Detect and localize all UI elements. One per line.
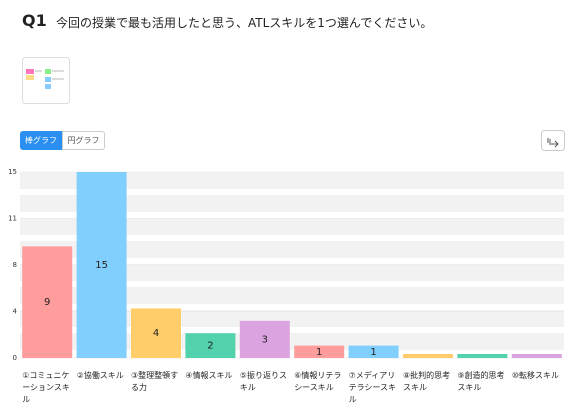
x-tick-label: ⑤振り返りスキル <box>239 371 287 392</box>
bar <box>76 172 127 358</box>
value-label: 2 <box>207 341 213 352</box>
stripe <box>20 218 564 235</box>
y-tick-label: 15 <box>8 168 17 176</box>
x-tick-label: ①コミュニケーションスキル <box>22 371 70 404</box>
y-tick-label: 11 <box>8 215 17 223</box>
stripe <box>20 241 564 258</box>
bar <box>131 308 181 358</box>
x-tick-label: ⑦メディアリテラシースキル <box>348 371 397 404</box>
question-number: Q1 <box>22 11 47 30</box>
bar <box>22 246 73 358</box>
value-label: 15 <box>95 260 108 271</box>
x-tick-label: ⑩転移スキル <box>511 371 559 380</box>
bar <box>294 345 345 358</box>
stripe <box>20 287 564 304</box>
bar <box>403 354 453 358</box>
value-label: 4 <box>153 328 159 339</box>
value-label: 1 <box>370 347 376 358</box>
stripe <box>20 264 564 281</box>
bar <box>239 320 290 358</box>
x-tick-label: ⑨創造的思考スキル <box>457 371 505 392</box>
x-tick-label: ③整理整頓する力 <box>131 371 179 392</box>
y-tick-label: 4 <box>13 308 18 316</box>
tab-pie[interactable]: 円グラフ <box>62 131 105 150</box>
value-label: 3 <box>262 334 268 345</box>
x-tick-label: ⑧批判的思考スキル <box>403 371 451 392</box>
x-tick-label: ④情報スキル <box>185 371 233 380</box>
bar <box>457 354 508 358</box>
x-tick-label: ②協働スキル <box>76 371 124 380</box>
switch-button[interactable] <box>541 130 565 151</box>
stripe <box>20 195 564 212</box>
question-text: 今回の授業で最も活用したと思う、ATLスキルを1つ選んでください。 <box>56 16 433 30</box>
bar <box>348 345 399 358</box>
bar <box>185 333 236 358</box>
bar <box>511 354 562 358</box>
tab-bar[interactable]: 棒グラフ <box>20 131 62 150</box>
value-label: 9 <box>44 297 50 308</box>
y-tick-label: 0 <box>13 354 17 362</box>
value-label: 1 <box>316 347 322 358</box>
y-tick-label: 8 <box>13 261 17 269</box>
x-tick-label: ⑥情報リテラシースキル <box>294 371 342 392</box>
stripe <box>20 172 564 189</box>
thumbnail[interactable] <box>22 57 70 104</box>
